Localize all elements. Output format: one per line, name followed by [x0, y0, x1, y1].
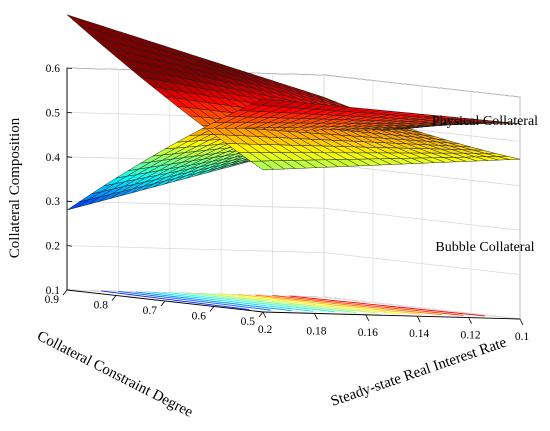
z-axis-label: Collateral Composition [7, 117, 23, 258]
floor-contour [186, 292, 357, 313]
y-tick-mark [262, 311, 267, 319]
floor-contour [221, 293, 400, 315]
y-tick-mark [314, 313, 318, 320]
series-label-physical: Physical Collateral [432, 114, 538, 129]
floor-contour [118, 290, 271, 311]
y-tick-label: 0.16 [358, 327, 378, 339]
floor-contour [238, 294, 421, 315]
floor-contour-lines [101, 290, 485, 317]
floor-contour [152, 291, 314, 312]
y-tick-mark [468, 317, 472, 324]
y-tick-label: 0.1 [515, 331, 530, 343]
x-tick-mark [209, 306, 215, 312]
y-tick-label: 0.14 [409, 328, 429, 340]
tick-labels: 0.10.20.30.40.50.60.50.60.70.80.90.10.12… [45, 63, 530, 343]
z-tick-label: 0.4 [46, 152, 61, 164]
y-tick-mark [365, 314, 370, 321]
x-tick-label: 0.5 [241, 316, 256, 328]
z-tick-mark [66, 200, 73, 203]
floor-contour [135, 291, 293, 312]
x-tick-label: 0.7 [143, 305, 158, 317]
z-tick-label: 0.6 [46, 63, 61, 75]
z-tick-label: 0.2 [46, 241, 61, 253]
z-tick-mark [66, 67, 73, 69]
floor-contour [101, 290, 250, 310]
physical-collateral-patch [250, 98, 275, 106]
x-tick-mark [62, 289, 68, 296]
z-tick-label: 0.5 [46, 107, 61, 119]
floor-contour [255, 294, 443, 316]
y-tick-mark [416, 316, 421, 323]
floor-gridline [323, 296, 521, 320]
z-tick-mark [66, 245, 73, 247]
floor-contour [204, 293, 378, 314]
z-tick-mark [66, 112, 73, 114]
y-tick-label: 0.12 [461, 330, 481, 342]
box-edge [262, 311, 521, 320]
x-tick-mark [160, 300, 166, 307]
bubble-collateral-patch [250, 160, 275, 171]
floor-gridline [66, 289, 325, 298]
x-axis-label: Collateral Constraint Degree [34, 328, 195, 421]
floor-gridline [213, 306, 472, 314]
surface-meshes [66, 14, 521, 211]
y-tick-label: 0.18 [306, 325, 326, 337]
x-tick-mark [111, 295, 117, 301]
y-tick-label: 0.2 [258, 324, 273, 336]
floor-contour [272, 295, 464, 316]
x-tick-label: 0.8 [94, 300, 109, 312]
floor-contour [289, 295, 485, 317]
floor-contour [169, 292, 335, 313]
y-tick-mark [519, 318, 524, 326]
z-tick-mark [66, 156, 73, 158]
y-axis-label: Steady-state Real Interest Rate [329, 335, 509, 410]
x-tick-label: 0.9 [45, 294, 60, 306]
x-tick-mark [258, 311, 264, 318]
z-tick-label: 0.1 [46, 285, 61, 297]
series-label-bubble: Bubble Collateral [435, 240, 534, 255]
z-tick-mark [66, 289, 73, 291]
x-tick-label: 0.6 [192, 311, 207, 323]
z-tick-label: 0.3 [46, 196, 61, 208]
